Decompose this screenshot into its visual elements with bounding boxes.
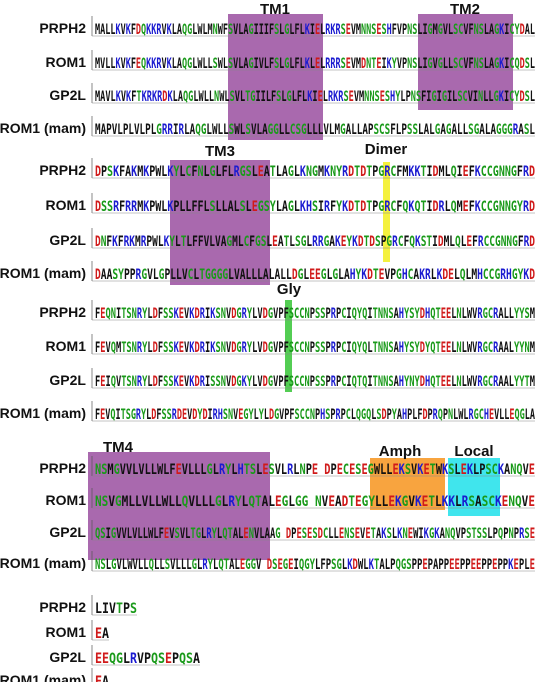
sequence-logo: EEQGLRVPQSEPQSA bbox=[95, 651, 200, 667]
sequence-logo: DPSKFAKMKPWLKYLCFNLGLFLRGSLEATLAGLKNGMKN… bbox=[95, 164, 535, 180]
sequence-logo: EA bbox=[95, 674, 109, 682]
row-label: ROM1 (mam) bbox=[0, 672, 86, 682]
region-label: Gly bbox=[277, 281, 302, 298]
sequence-logo: QSIGVVLVLLWLFEVSVLTGLRYLQTALENVLAAG DPES… bbox=[95, 526, 535, 542]
region-label: TM1 bbox=[260, 1, 290, 18]
region-label: Local bbox=[454, 443, 493, 460]
region-box bbox=[383, 162, 390, 262]
region-box bbox=[228, 14, 323, 140]
sequence-logo: NSMGVVLVLLWLFEVLLLGLRYLHTSLESVLRLNPE DPE… bbox=[95, 462, 535, 478]
sequence-logo: MVLLKVKFEQKKRVKLAQGLWLLSWLSVLAGIVLFSLGLF… bbox=[95, 56, 535, 72]
sequence-logo: DAASYPPRGVLGPLLVCLTGGGGLVALLLALALLDGLEEG… bbox=[95, 267, 535, 283]
region-label: Amph bbox=[379, 443, 422, 460]
sequence-logo: MAVLKVKFTKRKRDKLAQGLWLLNWLSVLTGIILFSLGLF… bbox=[95, 89, 535, 105]
sequence-logo: LIVTPS bbox=[95, 601, 137, 617]
sequence-logo: DSSRFRRMKPWLKPLLFFLSLLALSLEGSYLAGLKHSIRF… bbox=[95, 199, 535, 215]
row-label: GP2L bbox=[49, 524, 86, 540]
row-label: PRPH2 bbox=[39, 460, 86, 476]
row-label: PRPH2 bbox=[39, 599, 86, 615]
region-label: Dimer bbox=[365, 141, 408, 158]
region-box bbox=[88, 452, 270, 560]
row-label: PRPH2 bbox=[39, 20, 86, 36]
sequence-logo: MALLKVKFDQKKRVKLAQGLWLMNWFSVLAGIIIFSLGLF… bbox=[95, 22, 535, 38]
row-label: GP2L bbox=[49, 232, 86, 248]
region-box bbox=[370, 458, 445, 510]
region-box bbox=[418, 14, 513, 110]
row-label: ROM1 (mam) bbox=[0, 120, 86, 136]
region-label: TM4 bbox=[103, 439, 134, 456]
row-label: PRPH2 bbox=[39, 304, 86, 320]
row-label: ROM1 bbox=[46, 338, 87, 354]
row-label: ROM1 bbox=[46, 492, 87, 508]
region-label: TM2 bbox=[450, 1, 480, 18]
region-box bbox=[448, 458, 500, 516]
row-label: PRPH2 bbox=[39, 162, 86, 178]
row-label: ROM1 bbox=[46, 54, 87, 70]
row-label: ROM1 (mam) bbox=[0, 265, 86, 281]
sequence-logo: DNFKFRKMRPWLKYLTLFFVLVAGMLCFGSLEATLSGLRR… bbox=[95, 234, 535, 250]
sequence-logo: FEVQITSGRYLDFSSRDEVDYDIRHSNVEGYLYLDGVPFS… bbox=[95, 407, 535, 423]
sequence-logo: FEQNITSNRYLDFSSKEVKDRIKSNVDGRYLVDGVPFSCC… bbox=[95, 306, 535, 322]
row-label: ROM1 (mam) bbox=[0, 555, 86, 571]
row-label: GP2L bbox=[49, 87, 86, 103]
region-box bbox=[170, 160, 270, 285]
region-label: TM3 bbox=[205, 143, 235, 160]
sequence-logo: FEVQMTSNRYLDFSSKEVKDRIKSNVDGRYLVDGVPFSCC… bbox=[95, 340, 535, 356]
sequence-logo: FEIQVTSNRYLDFSSKEVKDRISSNVDGKYLVDGVPFSCC… bbox=[95, 374, 535, 390]
sequence-logo: NSVGMLLVLLWLLQVLLLGLRYLQTALEGLGG NVEADTE… bbox=[95, 494, 535, 510]
region-box bbox=[285, 300, 292, 392]
row-label: ROM1 bbox=[46, 197, 87, 213]
row-label: GP2L bbox=[49, 649, 86, 665]
sequence-logo: MAPVLPLVLPLGRRIRLAQGLWLLSWLSVLAGGLLCSGLL… bbox=[95, 122, 535, 138]
sequence-logo: NSLGVLWVLLQLLSVLLLGLRYLQTALEGGV DSEGEIQG… bbox=[95, 557, 535, 573]
row-label: GP2L bbox=[49, 372, 86, 388]
row-label: ROM1 bbox=[46, 624, 87, 640]
sequence-logo: EA bbox=[95, 626, 109, 642]
row-label: ROM1 (mam) bbox=[0, 405, 86, 421]
